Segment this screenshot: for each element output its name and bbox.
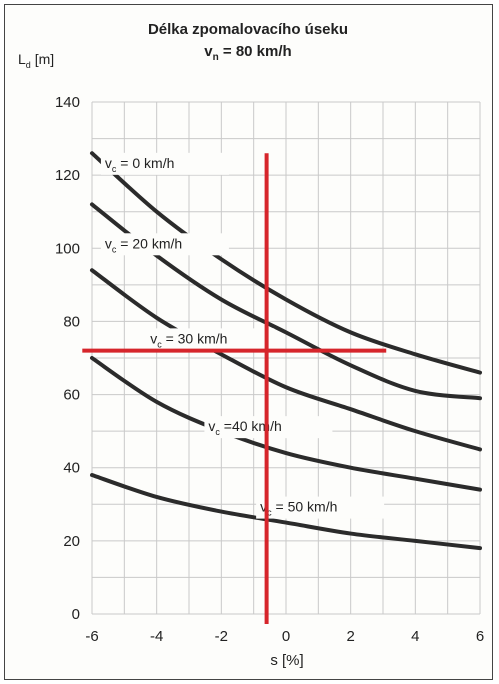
series-label-1: vc = 20 km/h [105,235,182,254]
y-tick-label: 20 [63,533,80,550]
x-tick-label: 2 [346,628,354,645]
series-label-bg [256,496,385,519]
x-tick-label: 6 [476,628,484,645]
series-line-1 [90,202,482,401]
y-tick-label: 80 [63,313,80,330]
series-label-bg [100,233,229,256]
series-line-2 [90,268,482,452]
y-tick-label: 40 [63,460,80,477]
x-tick-label: 0 [282,628,290,645]
y-tick-label: 0 [72,606,80,623]
curves [90,151,482,551]
y-axis-label: Ld [m] [18,51,54,70]
series-label-bg [100,152,229,175]
series-label-2: vc = 30 km/h [150,330,227,349]
series-labels: vc = 0 km/hvc = 20 km/hvc = 30 km/hvc =4… [100,152,385,519]
series-line-3 [90,356,482,492]
y-tick-label: 140 [55,94,80,111]
x-axis-label: s [%] [270,652,303,669]
series-label-4: vc = 50 km/h [260,499,337,518]
y-tick-label: 120 [55,167,80,184]
chart-title: Délka zpomalovacího úseku [148,21,348,38]
x-tick-label: -6 [85,628,98,645]
x-tick-label: -4 [150,628,163,645]
y-tick-label: 60 [63,387,80,404]
y-tick-label: 100 [55,240,80,257]
tick-labels: 0 20 40 60 80 100 120 140 -6 -4 -2 0 2 4 6 [55,94,484,645]
series-line-0 [90,151,482,375]
chart-subtitle: vn = 80 km/h [204,43,291,63]
x-tick-label: 4 [411,628,419,645]
series-line-4 [90,473,482,551]
x-tick-label: -2 [215,628,228,645]
reference-lines [82,153,387,624]
series-label-0: vc = 0 km/h [105,155,174,174]
series-label-bg [146,328,275,351]
